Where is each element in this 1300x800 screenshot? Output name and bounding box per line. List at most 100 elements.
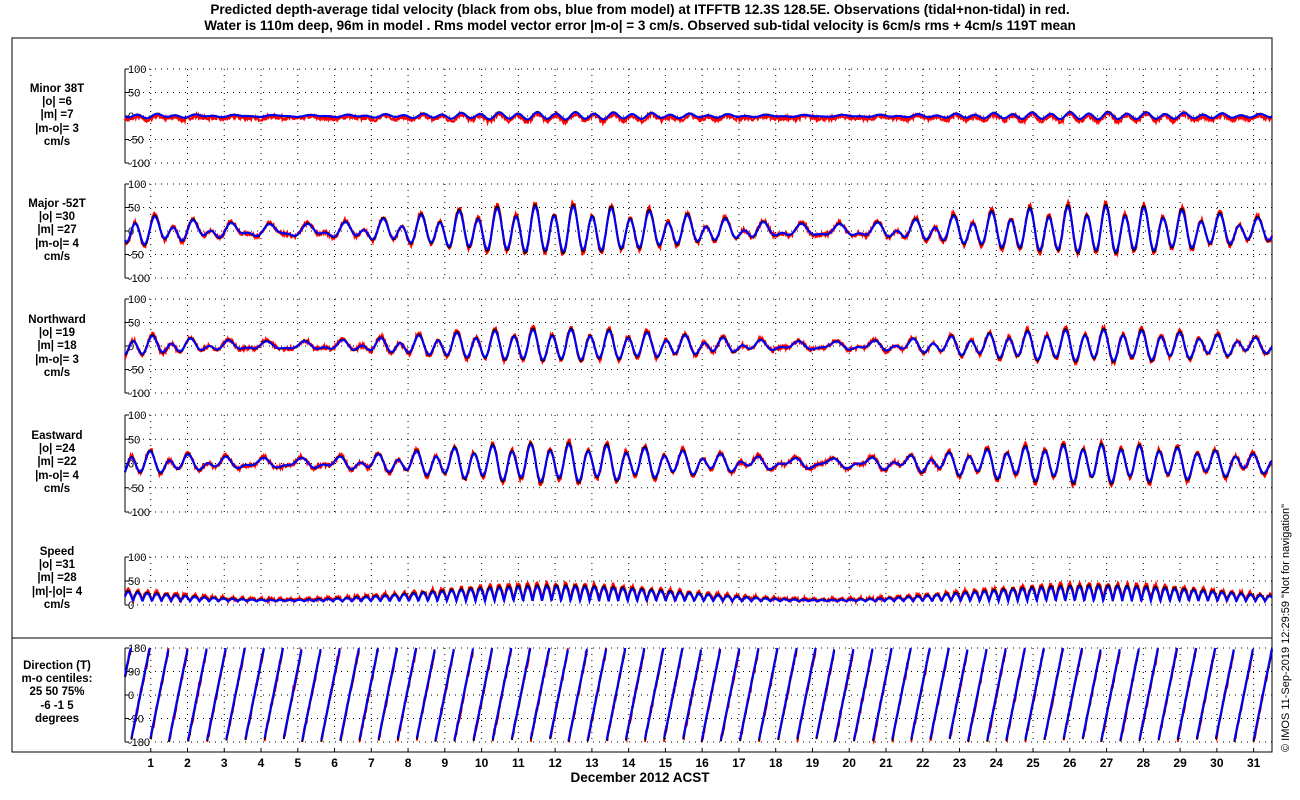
x-tick-label: 6 — [331, 756, 338, 770]
credit-text: © IMOS 11-Sep-2019 12:29:59 "Not for nav… — [1280, 503, 1292, 752]
panel-label-direction: Direction (T) m-o centiles: 25 50 75% -6… — [14, 660, 100, 726]
x-tick-label: 4 — [258, 756, 265, 770]
panel-label-line: |o| =30 — [38, 211, 76, 224]
panel-label-line: -6 -1 5 — [40, 699, 74, 712]
x-tick-label: 23 — [953, 756, 967, 770]
y-tick-label: 90 — [128, 667, 140, 679]
panel-label-major: Major -52T |o| =30 |m| =27 |m-o|= 4 cm/s — [14, 198, 100, 264]
panel-label-line: Minor 38T — [29, 83, 85, 95]
series-model-line — [124, 205, 1273, 253]
x-tick-label: 8 — [405, 756, 412, 770]
x-tick-label: 27 — [1100, 756, 1114, 770]
panel-label-line: |m-o|= 4 — [35, 469, 79, 482]
y-tick-label: 0 — [128, 600, 134, 612]
x-tick-label: 16 — [695, 756, 709, 770]
panel-label-line: |m| =22 — [37, 456, 77, 469]
y-tick-label: -100 — [128, 273, 150, 285]
x-tick-label: 7 — [368, 756, 375, 770]
panel-label-line: |o| =24 — [38, 443, 76, 456]
panel-label-line: |m-o|= 4 — [35, 237, 79, 250]
panel-label-line: cm/s — [43, 135, 71, 148]
panel-label-line: Northward — [28, 314, 86, 326]
x-tick-label: 29 — [1173, 756, 1187, 770]
y-tick-label: 0 — [128, 341, 134, 353]
panel-label-line: |m| =28 — [37, 572, 77, 585]
x-tick-label: 5 — [294, 756, 301, 770]
x-tick-label: 1 — [147, 756, 154, 770]
y-tick-label: 0 — [128, 690, 134, 702]
y-tick-label: 100 — [128, 179, 146, 191]
y-tick-label: 100 — [128, 410, 146, 422]
series-model-line — [124, 111, 1273, 121]
panel-label-line: Major -52T — [28, 198, 86, 210]
y-tick-label: 50 — [128, 434, 140, 446]
panel-label-line: |m-o|= 3 — [35, 353, 79, 366]
x-axis-label: December 2012 ACST — [570, 770, 710, 785]
y-tick-label: -50 — [128, 365, 144, 377]
panel-label-line: |m| =18 — [37, 340, 77, 353]
x-tick-label: 2 — [184, 756, 191, 770]
y-tick-label: -100 — [128, 507, 150, 519]
y-tick-label: -100 — [128, 388, 150, 400]
y-tick-label: -100 — [128, 158, 150, 170]
y-tick-label: 0 — [128, 459, 134, 471]
x-tick-label: 31 — [1247, 756, 1261, 770]
chart-title-line-1: Predicted depth-average tidal velocity (… — [210, 2, 1070, 17]
y-tick-label: 50 — [128, 318, 140, 330]
panel-label-line: Speed — [39, 546, 75, 558]
panel-label-line: 25 50 75% — [29, 686, 85, 699]
panel-label-northward: Northward |o| =19 |m| =18 |m-o|= 3 cm/s — [14, 314, 100, 380]
panel-label-line: Eastward — [31, 430, 83, 442]
x-tick-label: 13 — [585, 756, 599, 770]
series-model-line — [124, 585, 1273, 606]
x-tick-label: 12 — [548, 756, 562, 770]
panel-label-line: |m| =7 — [40, 109, 74, 122]
y-tick-label: -50 — [128, 483, 144, 495]
x-tick-label: 10 — [475, 756, 489, 770]
x-tick-label: 14 — [622, 756, 636, 770]
panel-label-line: |o| =6 — [42, 96, 72, 109]
panel-label-line: |o| =19 — [38, 327, 76, 340]
series-model-line — [124, 443, 1273, 484]
panel-label-line: cm/s — [43, 366, 71, 379]
y-tick-label: -50 — [128, 135, 144, 147]
series-model-line — [124, 328, 1273, 362]
panel-label-line: |m| =27 — [37, 224, 77, 237]
panel-label-line: |m-o|= 3 — [35, 122, 79, 135]
series-model-line — [124, 647, 1273, 741]
panel-label-line: Direction (T) — [23, 660, 91, 672]
panel-label-line: |o| =31 — [38, 559, 76, 572]
x-tick-label: 20 — [843, 756, 857, 770]
x-tick-label: 21 — [879, 756, 893, 770]
panel-label-line: cm/s — [43, 250, 71, 263]
x-tick-label: 3 — [221, 756, 228, 770]
panel-label-minor: Minor 38T |o| =6 |m| =7 |m-o|= 3 cm/s — [14, 83, 100, 149]
panel-label-line: |m|-|o|= 4 — [31, 585, 83, 598]
y-tick-label: 100 — [128, 64, 146, 76]
x-tick-label: 22 — [916, 756, 930, 770]
y-tick-label: 50 — [128, 576, 140, 588]
panel-label-speed: Speed |o| =31 |m| =28 |m|-|o|= 4 cm/s — [14, 546, 100, 612]
panel-label-eastward: Eastward |o| =24 |m| =22 |m-o|= 4 cm/s — [14, 430, 100, 496]
panel-label-line: m-o centiles: — [21, 673, 93, 686]
x-tick-label: 15 — [659, 756, 673, 770]
x-tick-label: 9 — [441, 756, 448, 770]
y-tick-label: 100 — [128, 294, 146, 306]
x-tick-label: 26 — [1063, 756, 1077, 770]
x-tick-label: 28 — [1137, 756, 1151, 770]
y-tick-label: 180 — [128, 643, 146, 655]
y-tick-label: 50 — [128, 88, 140, 100]
y-tick-label: -180 — [128, 737, 150, 749]
x-tick-label: 11 — [512, 756, 525, 770]
y-tick-label: 50 — [128, 203, 140, 215]
panel-label-line: cm/s — [43, 598, 71, 611]
x-tick-label: 19 — [806, 756, 820, 770]
x-tick-label: 18 — [769, 756, 783, 770]
y-tick-label: 100 — [128, 552, 146, 564]
y-tick-label: -50 — [128, 250, 144, 262]
panel-label-line: cm/s — [43, 482, 71, 495]
x-tick-label: 17 — [732, 756, 746, 770]
x-tick-label: 30 — [1210, 756, 1224, 770]
x-tick-label: 25 — [1026, 756, 1040, 770]
